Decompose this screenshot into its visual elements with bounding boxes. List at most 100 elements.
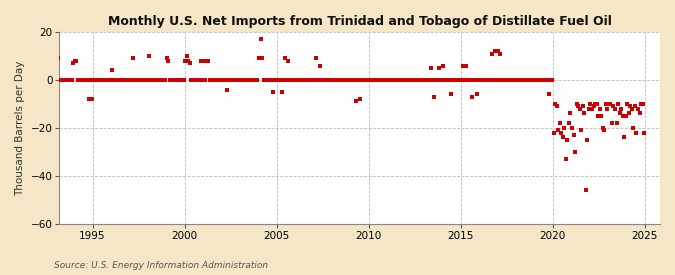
Point	[340, 78, 350, 82]
Point	[254, 56, 265, 60]
Point	[593, 114, 603, 118]
Point	[370, 78, 381, 82]
Point	[344, 78, 355, 82]
Point	[142, 78, 153, 82]
Point	[51, 59, 62, 63]
Point	[497, 78, 508, 82]
Point	[206, 78, 217, 82]
Point	[585, 102, 596, 106]
Point	[431, 78, 442, 82]
Point	[296, 78, 307, 82]
Point	[312, 78, 323, 82]
Point	[620, 114, 631, 118]
Point	[89, 78, 100, 82]
Point	[577, 104, 588, 109]
Point	[438, 63, 449, 68]
Point	[583, 106, 594, 111]
Point	[329, 78, 340, 82]
Point	[298, 78, 309, 82]
Point	[433, 66, 444, 70]
Point	[558, 135, 568, 140]
Point	[358, 78, 369, 82]
Point	[159, 78, 169, 82]
Point	[542, 78, 553, 82]
Point	[588, 104, 599, 109]
Point	[447, 78, 458, 82]
Point	[346, 78, 356, 82]
Point	[272, 78, 283, 82]
Point	[136, 78, 146, 82]
Point	[113, 78, 124, 82]
Point	[362, 78, 373, 82]
Point	[122, 78, 132, 82]
Point	[263, 78, 273, 82]
Point	[256, 56, 267, 60]
Point	[86, 97, 97, 101]
Point	[350, 99, 361, 104]
Point	[160, 78, 171, 82]
Point	[639, 130, 649, 135]
Point	[208, 78, 219, 82]
Point	[502, 78, 513, 82]
Point	[54, 78, 65, 82]
Point	[232, 78, 243, 82]
Point	[180, 59, 191, 63]
Point	[522, 78, 533, 82]
Point	[531, 78, 542, 82]
Point	[72, 78, 83, 82]
Point	[191, 78, 202, 82]
Point	[267, 90, 278, 94]
Point	[512, 78, 522, 82]
Point	[596, 114, 607, 118]
Point	[189, 78, 200, 82]
Point	[441, 78, 452, 82]
Point	[553, 128, 564, 133]
Point	[619, 135, 630, 140]
Point	[120, 78, 131, 82]
Point	[506, 78, 516, 82]
Point	[616, 106, 626, 111]
Point	[352, 78, 362, 82]
Title: Monthly U.S. Net Imports from Trinidad and Tobago of Distillate Fuel Oil: Monthly U.S. Net Imports from Trinidad a…	[107, 15, 612, 28]
Point	[614, 111, 625, 116]
Point	[637, 102, 648, 106]
Point	[547, 78, 558, 82]
Point	[489, 78, 500, 82]
Point	[290, 78, 301, 82]
Point	[465, 78, 476, 82]
Point	[543, 92, 554, 97]
Point	[288, 78, 298, 82]
Point	[261, 78, 272, 82]
Point	[576, 128, 587, 133]
Point	[507, 78, 518, 82]
Point	[611, 121, 622, 125]
Point	[396, 78, 407, 82]
Point	[508, 78, 519, 82]
Point	[473, 78, 484, 82]
Point	[117, 78, 128, 82]
Point	[243, 78, 254, 82]
Point	[171, 78, 182, 82]
Point	[109, 78, 120, 82]
Point	[493, 49, 504, 53]
Point	[125, 78, 136, 82]
Point	[631, 130, 642, 135]
Point	[472, 92, 483, 97]
Point	[442, 78, 453, 82]
Point	[169, 78, 180, 82]
Point	[289, 78, 300, 82]
Point	[464, 78, 475, 82]
Point	[564, 121, 574, 125]
Point	[310, 56, 321, 60]
Point	[143, 54, 154, 58]
Point	[423, 78, 433, 82]
Y-axis label: Thousand Barrels per Day: Thousand Barrels per Day	[15, 60, 25, 196]
Point	[570, 150, 580, 154]
Point	[85, 78, 96, 82]
Point	[151, 78, 161, 82]
Point	[195, 59, 206, 63]
Point	[625, 104, 636, 109]
Point	[277, 90, 288, 94]
Point	[603, 102, 614, 106]
Point	[394, 78, 404, 82]
